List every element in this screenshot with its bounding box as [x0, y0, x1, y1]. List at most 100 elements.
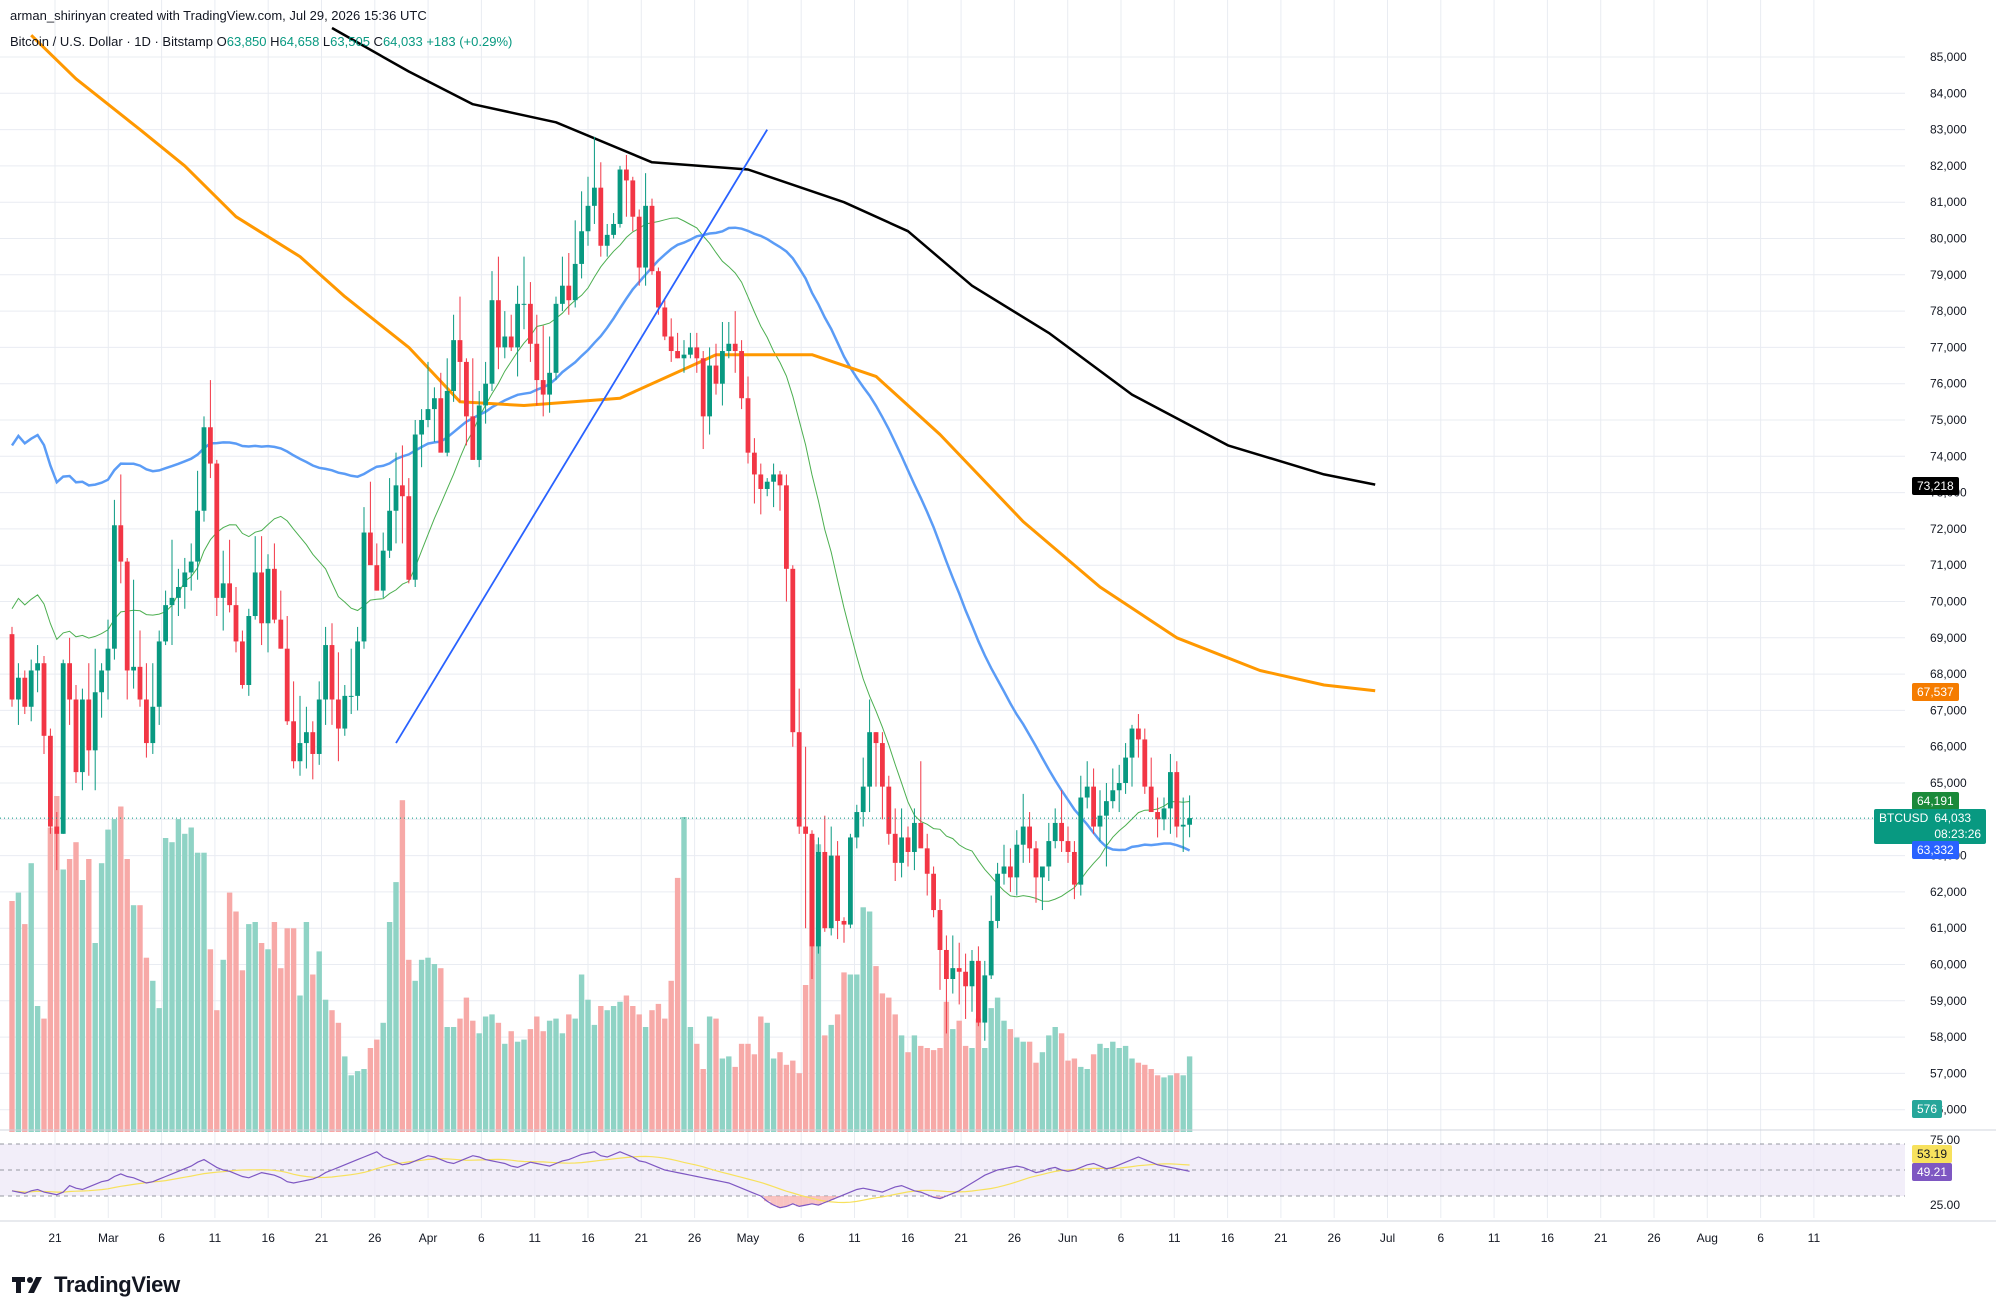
candle-body[interactable] — [99, 670, 104, 693]
candle-body[interactable] — [220, 583, 226, 598]
candle-body[interactable] — [342, 695, 348, 729]
candle-body[interactable] — [182, 572, 188, 587]
candle-body[interactable] — [41, 663, 47, 736]
candle-body[interactable] — [1116, 783, 1122, 791]
candle-body[interactable] — [176, 586, 181, 598]
candle-body[interactable] — [432, 398, 437, 410]
candle-body[interactable] — [208, 427, 213, 464]
candle-body[interactable] — [624, 169, 629, 181]
candle-body[interactable] — [777, 474, 783, 486]
candle-body[interactable] — [112, 525, 117, 649]
candle-body[interactable] — [515, 303, 520, 348]
candle-body[interactable] — [489, 300, 495, 384]
candle-body[interactable] — [278, 619, 284, 649]
candle-body[interactable] — [803, 826, 808, 834]
ma200-line[interactable] — [331, 26, 1376, 486]
candle-body[interactable] — [604, 234, 610, 246]
candle-body[interactable] — [611, 223, 616, 235]
candle-body[interactable] — [1187, 818, 1192, 825]
candle-body[interactable] — [246, 616, 252, 685]
candle-body[interactable] — [214, 463, 220, 598]
candle-body[interactable] — [92, 692, 98, 751]
candle-body[interactable] — [566, 285, 572, 301]
candle-body[interactable] — [28, 670, 34, 707]
candle-body[interactable] — [265, 568, 271, 624]
candle-body[interactable] — [969, 960, 975, 987]
candle-body[interactable] — [131, 666, 136, 671]
time-axis[interactable]: 21 Mar 6 11 16 21 26 Apr 6 11 16 21 26 May 6 11 16 21 26 Ju… — [0, 1220, 1996, 1245]
candle-body[interactable] — [316, 699, 322, 754]
candle-body[interactable] — [1027, 826, 1032, 849]
ma50-line[interactable] — [10, 226, 1191, 852]
candle-body[interactable] — [406, 496, 412, 580]
candle-body[interactable] — [464, 361, 469, 417]
candle-body[interactable] — [16, 677, 21, 700]
candle-body[interactable] — [841, 920, 847, 925]
candle-body[interactable] — [304, 732, 309, 744]
candle-body[interactable] — [1104, 801, 1109, 816]
candle-body[interactable] — [662, 307, 668, 337]
candle-body[interactable] — [643, 205, 648, 268]
candle-body[interactable] — [598, 187, 604, 246]
candle-body[interactable] — [233, 605, 239, 642]
candle-body[interactable] — [1065, 841, 1071, 852]
candle-body[interactable] — [502, 336, 508, 348]
candle-body[interactable] — [1123, 757, 1128, 783]
candle-body[interactable] — [1033, 848, 1039, 878]
candle-body[interactable] — [758, 474, 764, 489]
candle-body[interactable] — [1052, 822, 1058, 842]
candle-body[interactable] — [713, 365, 719, 384]
candle-body[interactable] — [457, 340, 463, 362]
candle-body[interactable] — [361, 532, 367, 642]
candle-body[interactable] — [1046, 841, 1052, 867]
candle-body[interactable] — [860, 786, 866, 813]
candle-body[interactable] — [1084, 786, 1090, 798]
candle-body[interactable] — [188, 561, 194, 573]
candle-body[interactable] — [521, 303, 527, 305]
ma20-line[interactable] — [11, 217, 1190, 902]
candle-body[interactable] — [1059, 822, 1064, 842]
candle-body[interactable] — [35, 663, 40, 671]
candle-body[interactable] — [48, 735, 53, 827]
candle-body[interactable] — [323, 645, 328, 700]
candle-body[interactable] — [1174, 772, 1180, 827]
candle-body[interactable] — [1161, 808, 1167, 820]
candle-body[interactable] — [1136, 728, 1141, 740]
candle-body[interactable] — [720, 351, 725, 384]
candle-body[interactable] — [150, 706, 156, 744]
candle-body[interactable] — [1155, 812, 1160, 820]
candle-body[interactable] — [745, 398, 751, 453]
candle-body[interactable] — [412, 434, 418, 580]
candle-body[interactable] — [374, 565, 380, 591]
candle-body[interactable] — [425, 409, 431, 420]
candle-body[interactable] — [1148, 786, 1154, 813]
candle-body[interactable] — [988, 920, 994, 976]
candle-body[interactable] — [508, 336, 514, 348]
candle-body[interactable] — [963, 971, 968, 987]
candle-body[interactable] — [918, 822, 924, 849]
candle-body[interactable] — [169, 597, 175, 606]
candle-body[interactable] — [60, 663, 66, 834]
candle-body[interactable] — [668, 336, 674, 352]
candle-body[interactable] — [854, 812, 860, 838]
candle-body[interactable] — [118, 525, 124, 562]
candle-body[interactable] — [1078, 797, 1084, 885]
ascending-trendline[interactable] — [395, 129, 768, 744]
candle-body[interactable] — [284, 648, 290, 722]
price-axis[interactable]: 85,000 84,000 83,000 82,000 81,000 80,000 79,0… — [1930, 50, 1967, 1212]
candle-body[interactable] — [105, 648, 111, 671]
candle-body[interactable] — [1129, 728, 1135, 758]
candle-body[interactable] — [809, 833, 815, 947]
candle-body[interactable] — [272, 568, 277, 620]
candle-body[interactable] — [828, 855, 834, 929]
candle-body[interactable] — [579, 231, 584, 264]
tradingview-brand[interactable]: TradingView — [12, 1272, 180, 1298]
candle-body[interactable] — [297, 743, 303, 762]
candle-body[interactable] — [944, 949, 949, 980]
candle-body[interactable] — [553, 303, 559, 373]
candle-body[interactable] — [899, 837, 904, 863]
candle-body[interactable] — [201, 427, 207, 511]
candle-body[interactable] — [1001, 866, 1007, 874]
candle-body[interactable] — [393, 485, 399, 511]
